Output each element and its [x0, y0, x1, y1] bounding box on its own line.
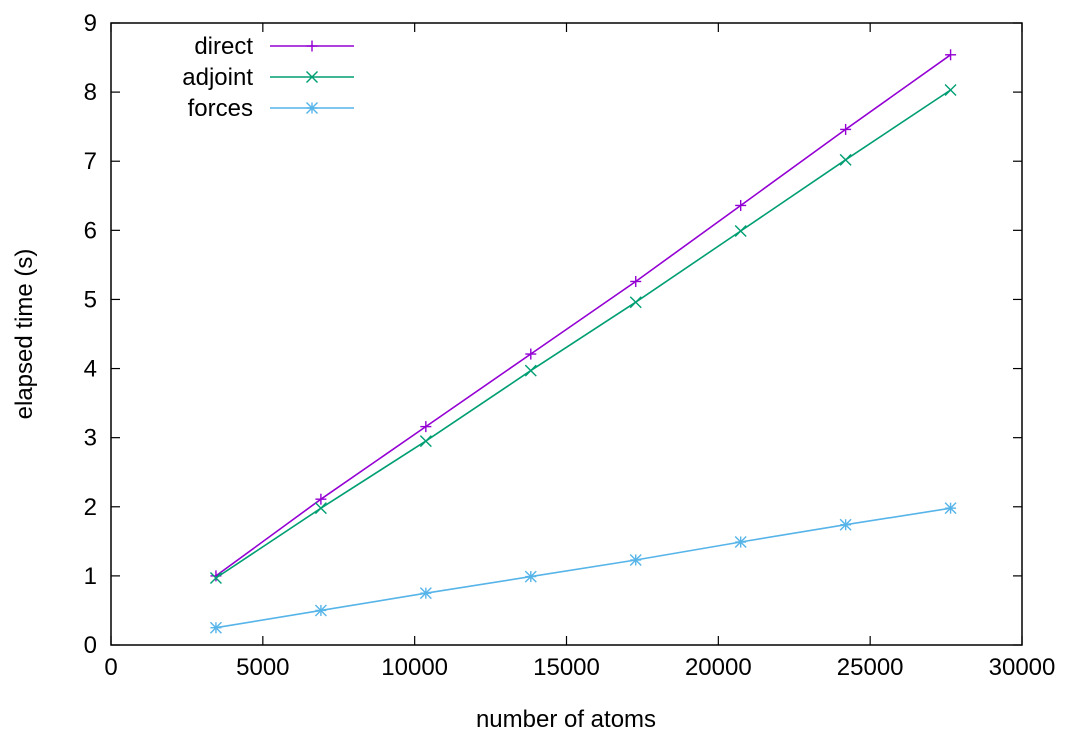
data-point-direct [630, 275, 642, 287]
legend-marker-forces [306, 102, 318, 114]
y-axis-label: elapsed time (s) [11, 249, 38, 420]
data-point-adjoint-stroke [419, 435, 432, 448]
series-adjoint [209, 84, 957, 584]
data-point-forces-stroke [629, 553, 642, 566]
y-tick-label: 5 [84, 286, 97, 313]
legend: direct adjoint forces [182, 33, 354, 122]
y-tick-label: 1 [84, 563, 97, 590]
y-tick-label: 4 [84, 356, 97, 383]
data-point-direct [420, 421, 432, 433]
legend-marker-direct [306, 40, 318, 52]
data-point-forces [209, 621, 222, 634]
x-tick-label: 5000 [236, 654, 289, 681]
data-point-adjoint [209, 571, 222, 584]
y-tick-label: 9 [84, 10, 97, 37]
x-tick-label: 0 [104, 654, 117, 681]
data-point-forces [944, 502, 957, 515]
data-point-direct [945, 49, 957, 61]
data-point-adjoint-stroke [629, 296, 642, 309]
data-point-adjoint [734, 225, 747, 238]
data-point-forces [314, 604, 327, 617]
x-axis-label: number of atoms [476, 706, 656, 732]
data-point-adjoint [314, 502, 327, 515]
x-tick-label: 10000 [381, 654, 448, 681]
series-line-adjoint [215, 89, 952, 579]
data-point-direct [735, 199, 747, 211]
y-tick-label: 0 [84, 632, 97, 659]
y-tick-label: 7 [84, 148, 97, 175]
y-tick-label: 3 [84, 425, 97, 452]
legend-marker-adjoint-stroke [306, 71, 318, 83]
legend-label-direct: direct [194, 33, 253, 60]
data-point-direct [315, 493, 327, 505]
data-point-forces-stroke [209, 621, 222, 634]
data-point-adjoint-stroke [314, 502, 327, 515]
x-tick-label: 15000 [533, 654, 600, 681]
x-tick-label: 20000 [685, 654, 752, 681]
data-point-forces-stroke [839, 518, 852, 531]
data-point-direct [840, 123, 852, 135]
data-point-forces [839, 518, 852, 531]
x-tick-label: 25000 [837, 654, 904, 681]
data-point-adjoint-stroke [839, 153, 852, 166]
legend-marker-adjoint [306, 71, 318, 83]
series-direct [210, 49, 957, 582]
data-point-forces [419, 587, 432, 600]
data-point-adjoint-stroke [944, 84, 957, 97]
legend-label-adjoint: adjoint [182, 64, 253, 91]
y-tick-label: 2 [84, 494, 97, 521]
data-point-forces-stroke [314, 604, 327, 617]
data-point-adjoint [524, 364, 537, 377]
data-point-adjoint-stroke [209, 571, 222, 584]
data-point-forces [524, 570, 537, 583]
y-tick-label: 8 [84, 79, 97, 106]
series-line-forces [215, 507, 951, 629]
y-tick-label: 6 [84, 217, 97, 244]
data-point-adjoint [419, 435, 432, 448]
data-point-adjoint [944, 84, 957, 97]
data-point-forces-stroke [524, 570, 537, 583]
legend-label-forces: forces [188, 95, 253, 122]
series-line-direct [215, 54, 952, 577]
series-forces [209, 502, 957, 634]
data-point-forces [734, 536, 747, 549]
data-point-forces-stroke [734, 536, 747, 549]
data-point-adjoint [629, 296, 642, 309]
x-tick-label: 30000 [989, 654, 1056, 681]
data-point-forces-stroke [419, 587, 432, 600]
data-point-forces [629, 553, 642, 566]
data-point-direct [525, 348, 537, 360]
data-point-forces-stroke [944, 502, 957, 515]
data-point-adjoint [839, 153, 852, 166]
data-point-adjoint-stroke [734, 225, 747, 238]
data-point-adjoint-stroke [524, 364, 537, 377]
legend-marker-forces-stroke [306, 102, 318, 114]
